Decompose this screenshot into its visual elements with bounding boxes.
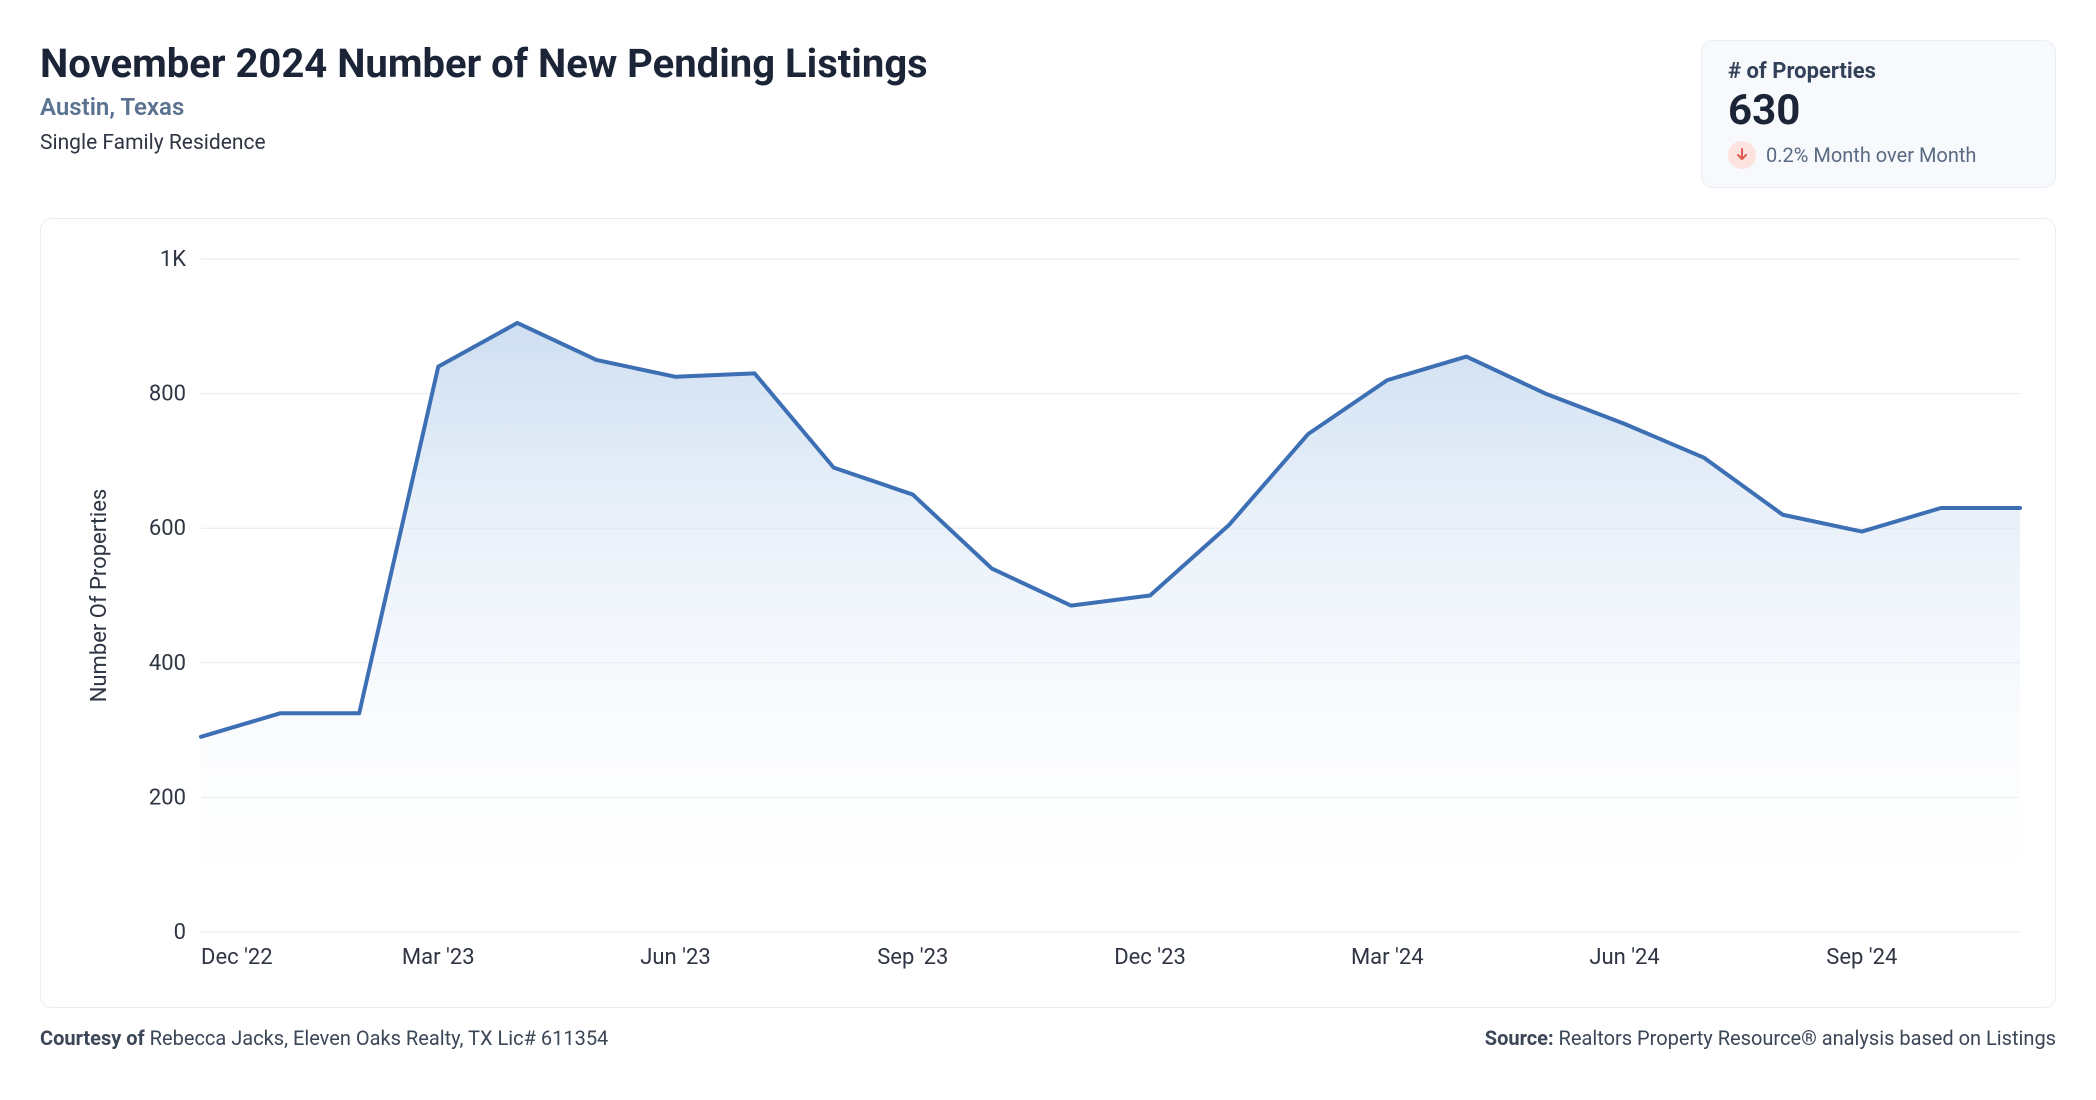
svg-text:Sep '23: Sep '23 (877, 945, 948, 970)
svg-text:Mar '23: Mar '23 (402, 945, 475, 970)
stat-change: 0.2% Month over Month (1728, 141, 2029, 169)
residence-type: Single Family Residence (40, 131, 928, 155)
courtesy-text: Rebecca Jacks, Eleven Oaks Realty, TX Li… (145, 1026, 609, 1050)
svg-text:Dec '23: Dec '23 (1114, 945, 1186, 970)
source-text: Realtors Property Resource® analysis bas… (1554, 1026, 2056, 1050)
courtesy-line: Courtesy of Rebecca Jacks, Eleven Oaks R… (40, 1026, 608, 1050)
source-line: Source: Realtors Property Resource® anal… (1485, 1026, 2056, 1050)
svg-text:Mar '24: Mar '24 (1351, 945, 1424, 970)
svg-text:Dec '22: Dec '22 (201, 945, 273, 970)
pending-listings-chart: 0 200 400 600 800 1K Dec '22 Mar '23 Jun '23 Sep … (66, 239, 2030, 987)
page-title: November 2024 Number of New Pending List… (40, 40, 928, 87)
svg-text:200: 200 (149, 785, 186, 810)
stat-change-text: 0.2% Month over Month (1766, 143, 1976, 167)
svg-text:Jun '23: Jun '23 (640, 945, 710, 970)
svg-text:800: 800 (149, 382, 186, 407)
svg-text:Sep '24: Sep '24 (1826, 945, 1897, 970)
stat-label: # of Properties (1728, 59, 2029, 84)
svg-text:400: 400 (149, 651, 186, 676)
svg-text:0: 0 (174, 920, 186, 945)
stat-card: # of Properties 630 0.2% Month over Mont… (1701, 40, 2056, 188)
svg-text:Number Of Properties: Number Of Properties (87, 489, 112, 703)
location-label: Austin, Texas (40, 93, 928, 121)
svg-text:Jun '24: Jun '24 (1589, 945, 1659, 970)
courtesy-label: Courtesy of (40, 1026, 145, 1050)
chart-container: 0 200 400 600 800 1K Dec '22 Mar '23 Jun '23 Sep … (40, 218, 2056, 1008)
stat-value: 630 (1728, 86, 2029, 135)
arrow-down-icon (1728, 141, 1756, 169)
source-label: Source: (1485, 1026, 1554, 1050)
svg-text:1K: 1K (160, 247, 186, 272)
svg-text:600: 600 (149, 516, 186, 541)
